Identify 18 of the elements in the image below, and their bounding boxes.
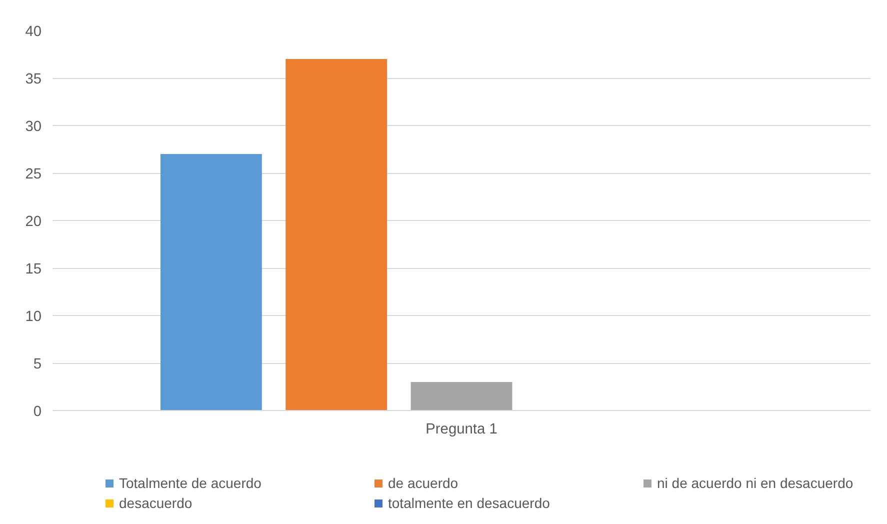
legend-label: desacuerdo [119,495,194,511]
y-tick-label: 20 [25,214,42,230]
bar [410,382,512,410]
legend-label: Totalmente de acuerdo [119,475,262,491]
y-tick-label: 35 [25,72,42,88]
legend-label: ni de acuerdo ni en desacuerdo [657,475,854,491]
y-tick-label: 40 [25,24,42,40]
legend-label: totalmente en desacuerdo [388,495,551,511]
y-tick-label: 10 [25,309,42,325]
y-tick-label: 0 [33,404,42,420]
x-tick-label: Pregunta 1 [426,422,498,438]
legend-label: de acuerdo [388,475,460,491]
y-tick-label: 15 [25,262,42,278]
y-tick-label: 25 [25,166,42,182]
y-tick-label: 30 [25,119,42,135]
y-tick-label: 5 [33,356,42,372]
bar [286,59,388,410]
bar [160,154,262,410]
